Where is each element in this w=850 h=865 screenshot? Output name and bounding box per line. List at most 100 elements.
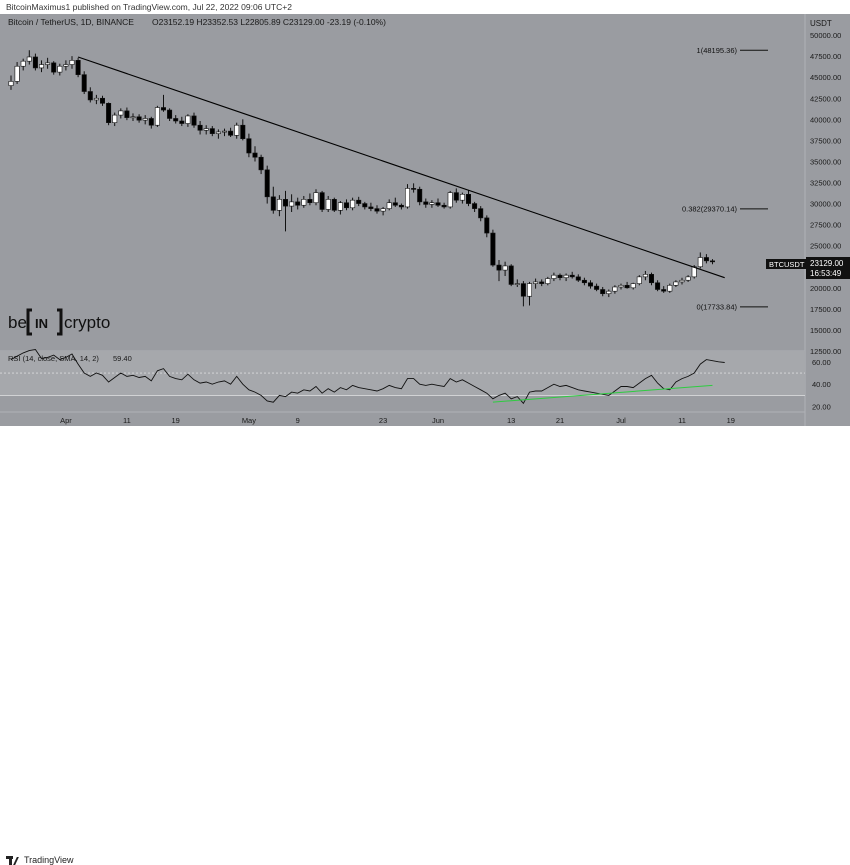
candle-body xyxy=(343,202,349,209)
candle-body xyxy=(465,193,471,204)
price-chart[interactable]: Bitcoin / TetherUS, 1D, BINANCE O23152.1… xyxy=(0,14,850,426)
candle-body xyxy=(630,283,636,289)
candle xyxy=(447,190,453,209)
price-tick-label: 25000.00 xyxy=(810,242,841,251)
candle-body xyxy=(655,282,661,290)
time-tick-label: 9 xyxy=(296,416,300,425)
time-tick-label: 19 xyxy=(727,416,735,425)
candle-body xyxy=(648,274,654,284)
candle-body xyxy=(411,188,417,190)
candle xyxy=(276,195,282,217)
candle xyxy=(459,192,465,204)
brand-bracket-icon xyxy=(26,308,63,336)
candle xyxy=(51,61,57,75)
candle-body xyxy=(51,62,57,73)
candle xyxy=(648,272,654,286)
candle xyxy=(642,270,648,281)
candle xyxy=(270,186,276,214)
candle xyxy=(709,259,715,265)
candle xyxy=(636,275,642,286)
candle xyxy=(618,283,624,290)
candle xyxy=(32,53,38,71)
candle xyxy=(69,56,75,69)
candle xyxy=(154,105,160,127)
candle xyxy=(490,229,496,267)
candle xyxy=(508,264,514,287)
candle xyxy=(600,286,606,297)
candle xyxy=(337,201,343,215)
overlays xyxy=(77,56,725,279)
candle xyxy=(496,260,502,282)
candle xyxy=(655,280,661,292)
candle xyxy=(179,116,185,127)
rsi-line xyxy=(10,349,725,405)
candle xyxy=(215,129,221,139)
price-axis-background xyxy=(805,14,850,426)
candle-body xyxy=(307,199,313,204)
candle-body xyxy=(179,120,185,124)
candle-body xyxy=(240,124,246,139)
candle xyxy=(398,203,404,210)
tradingview-logo[interactable]: TradingView xyxy=(6,855,74,865)
rsi-tick-label: 60.00 xyxy=(812,358,831,367)
candle-body xyxy=(380,208,386,212)
candle xyxy=(252,146,258,162)
candle xyxy=(203,125,209,135)
candle xyxy=(679,277,685,285)
candle xyxy=(624,281,630,289)
candle-body xyxy=(148,118,154,126)
candle-body xyxy=(295,201,301,206)
candle-body xyxy=(600,289,606,295)
time-tick-label: Apr xyxy=(60,416,72,425)
candle xyxy=(630,282,636,290)
candle-body xyxy=(45,62,51,65)
candle-body xyxy=(368,206,374,209)
candle xyxy=(557,273,563,281)
candle xyxy=(191,112,197,128)
candle-body xyxy=(167,109,173,119)
candle xyxy=(14,62,20,84)
candle-body xyxy=(228,130,234,136)
candle-body xyxy=(484,217,490,234)
candle xyxy=(167,108,173,121)
candle xyxy=(350,197,356,211)
candle-body xyxy=(606,290,612,295)
candle xyxy=(197,120,203,135)
candle-body xyxy=(301,199,307,206)
rsi-label: RSI (14, close, SMA, 14, 2) xyxy=(8,354,99,363)
candle-body xyxy=(374,208,380,212)
candle-body xyxy=(350,199,356,209)
candle xyxy=(264,165,270,204)
top-bar: BitcoinMaximus1 published on TradingView… xyxy=(0,0,850,14)
candle xyxy=(240,119,246,141)
candle xyxy=(368,202,374,212)
price-tick-label: 50000.00 xyxy=(810,31,841,40)
candle-body xyxy=(197,124,203,131)
fib-level-0: 0(17733.84) xyxy=(697,302,768,311)
candle-body xyxy=(75,60,81,75)
candle-body xyxy=(673,281,679,286)
time-tick-label: Jun xyxy=(432,416,444,425)
symbol-title: Bitcoin / TetherUS, 1D, BINANCE xyxy=(8,17,134,27)
fib-label-382: 0.382(29370.14) xyxy=(682,204,738,213)
candle-body xyxy=(246,138,252,154)
candle xyxy=(100,95,106,106)
candle-body xyxy=(679,279,685,283)
candle-body xyxy=(264,169,270,198)
footer: TradingView xyxy=(0,426,850,865)
candle xyxy=(429,200,435,208)
candle-body xyxy=(709,260,715,263)
candle-body xyxy=(222,130,228,133)
candle-body xyxy=(203,128,209,131)
candle-body xyxy=(490,232,496,266)
candle xyxy=(148,116,154,129)
symbol-tag-text: BTCUSDT xyxy=(769,260,805,269)
candle xyxy=(313,189,319,206)
candle-body xyxy=(478,208,484,219)
time-tick-label: 13 xyxy=(507,416,515,425)
candle-body xyxy=(87,91,93,101)
candle-body xyxy=(587,282,593,287)
candle-body xyxy=(563,274,569,279)
currency-label: USDT xyxy=(810,19,832,28)
candle xyxy=(502,261,508,277)
